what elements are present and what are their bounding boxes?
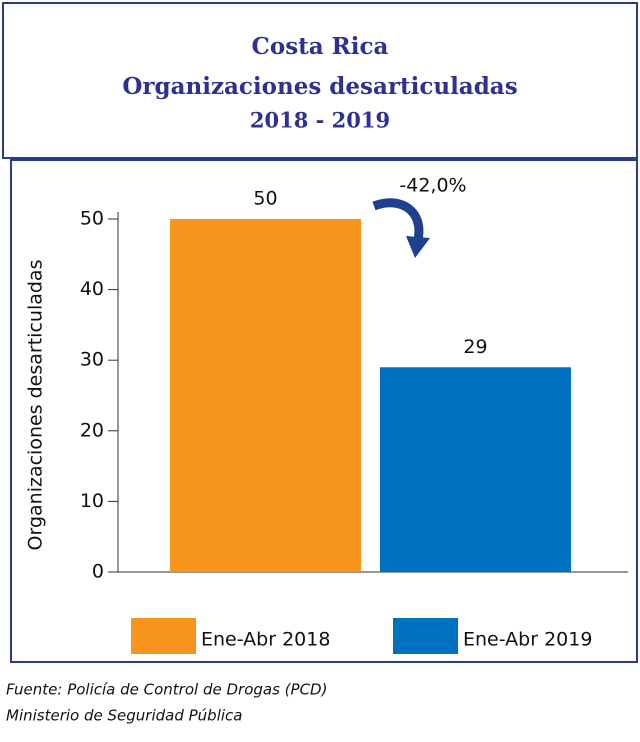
- y-tick-label: 0: [92, 561, 104, 583]
- source: Fuente: Policía de Control de Drogas (PC…: [6, 681, 327, 699]
- y-tick-label: 30: [80, 349, 104, 371]
- chart-box: [10, 159, 638, 663]
- y-tick-label: 40: [80, 278, 104, 300]
- y-tick-label: 10: [80, 490, 104, 512]
- arrow: [372, 198, 424, 241]
- chart-title: Costa Rica: [252, 33, 389, 60]
- annotation: -42,0%: [399, 175, 466, 197]
- chart-subtitle: 2018 - 2019: [250, 108, 390, 133]
- legend-swatch: [393, 618, 458, 654]
- y-axis-label: Organizaciones desarticuladas: [25, 260, 47, 551]
- y-tick-label: 50: [80, 208, 104, 230]
- value-label: 50: [253, 188, 277, 210]
- y-tick-label: 20: [80, 419, 104, 441]
- legend-label: Ene-Abr 2018: [201, 629, 330, 651]
- arrow-head: [406, 236, 430, 258]
- value-label: 29: [463, 336, 487, 358]
- chart-title: Organizaciones desarticuladas: [122, 73, 517, 100]
- title-box: [2, 2, 638, 159]
- legend-label: Ene-Abr 2019: [463, 629, 592, 651]
- legend-swatch: [131, 618, 196, 654]
- bar: [380, 367, 571, 572]
- source: Ministerio de Seguridad Pública: [6, 707, 242, 725]
- bar: [170, 219, 361, 572]
